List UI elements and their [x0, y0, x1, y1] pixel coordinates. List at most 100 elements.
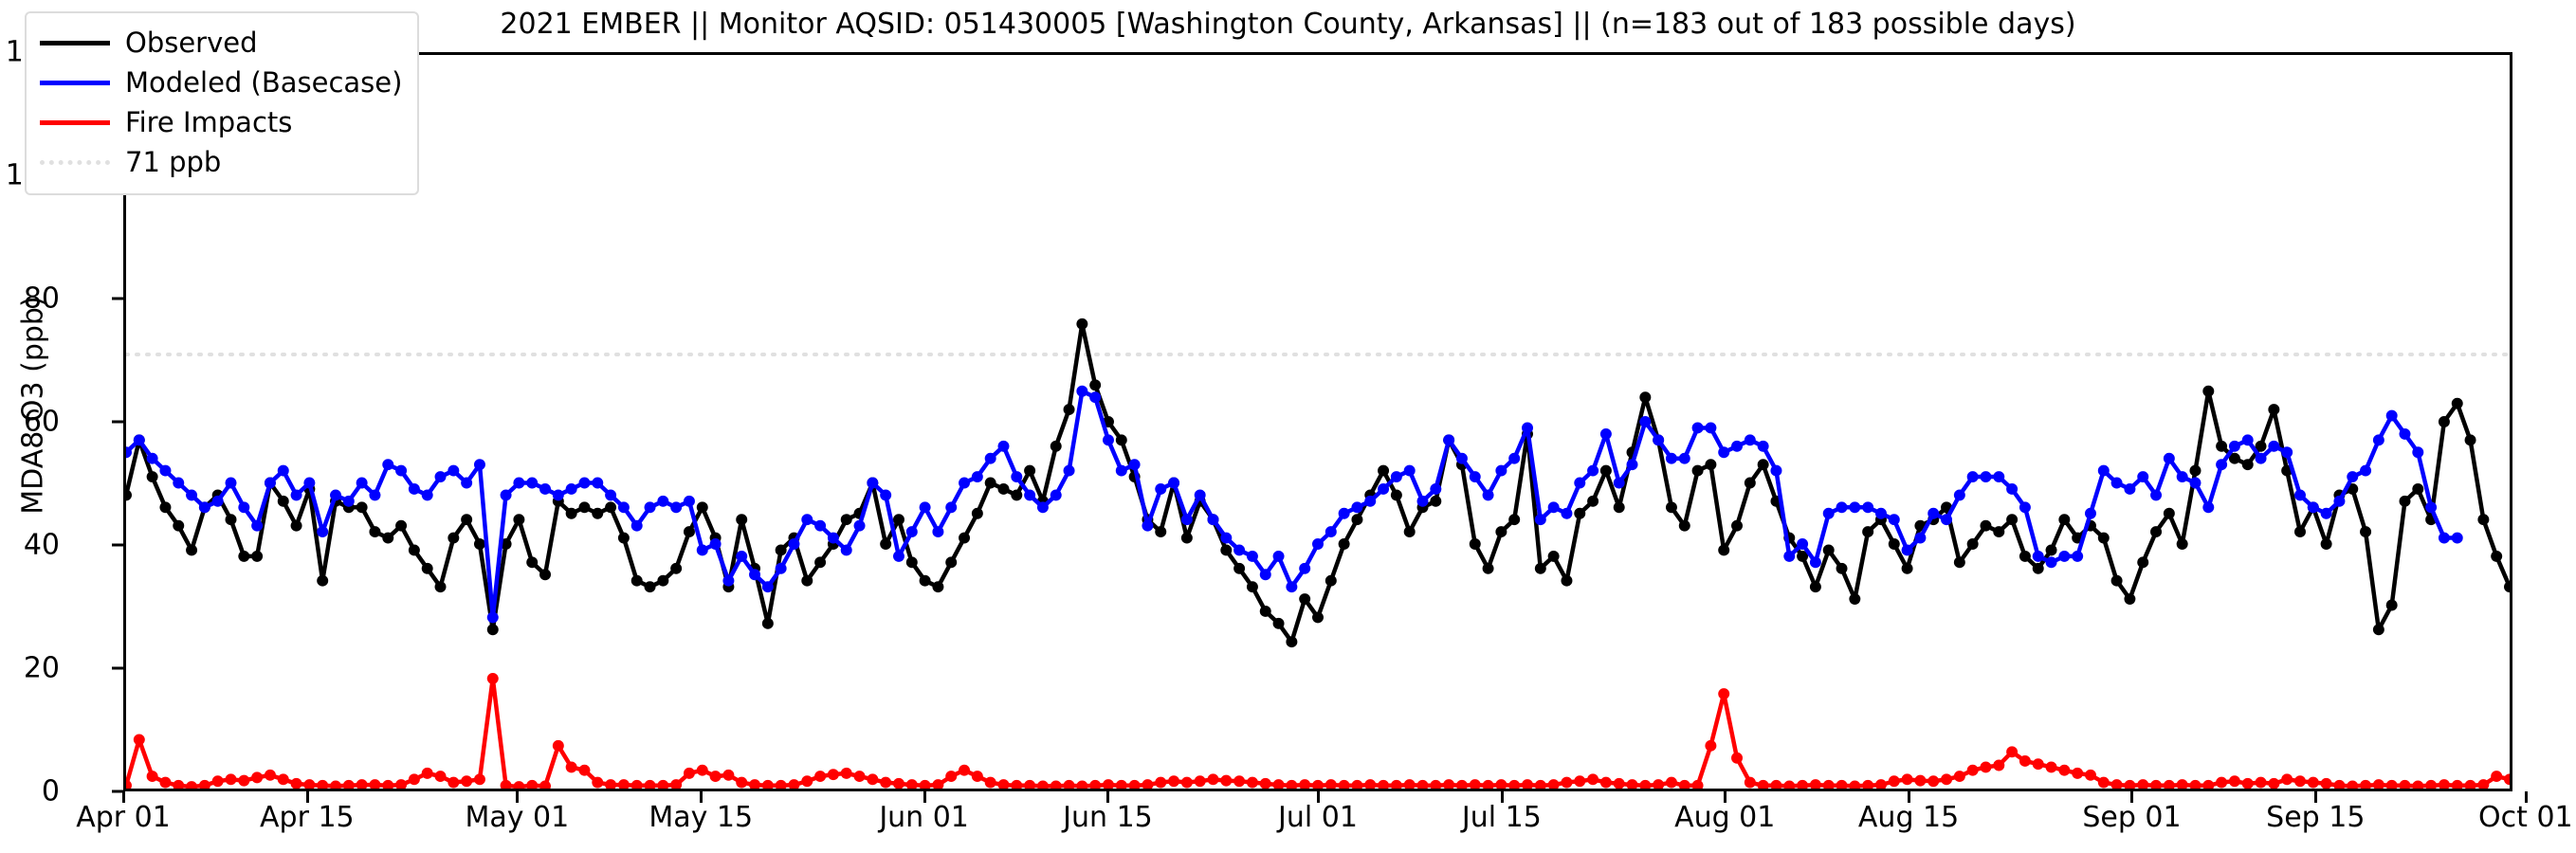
y-tick-mark	[112, 297, 123, 300]
data-point	[709, 538, 722, 550]
data-point	[1953, 771, 1965, 783]
data-point	[1076, 318, 1088, 330]
data-point	[880, 538, 892, 550]
data-point	[749, 569, 761, 581]
data-point	[2176, 779, 2188, 789]
data-point	[1705, 422, 1717, 434]
data-point	[1941, 514, 1953, 526]
data-point	[905, 779, 918, 789]
data-point	[1142, 519, 1154, 532]
data-point	[775, 562, 787, 574]
data-point	[840, 767, 852, 779]
data-point	[1653, 434, 1665, 446]
data-point	[1809, 779, 1821, 789]
data-point	[1063, 464, 1075, 477]
data-point	[2045, 544, 2057, 556]
data-point	[225, 477, 237, 489]
data-point	[880, 776, 892, 789]
data-point	[657, 495, 669, 507]
data-point	[1024, 489, 1036, 501]
data-point	[644, 501, 656, 514]
data-point	[1639, 779, 1652, 789]
data-point	[2124, 593, 2136, 606]
data-point	[342, 495, 355, 507]
data-point	[2241, 777, 2254, 789]
data-point	[945, 501, 958, 514]
data-point	[1691, 422, 1704, 434]
data-point	[2281, 446, 2293, 459]
data-point	[2347, 471, 2359, 483]
data-point	[2399, 427, 2411, 440]
data-point	[526, 556, 539, 569]
data-point	[421, 767, 433, 779]
data-point	[500, 779, 512, 789]
data-point	[2268, 777, 2280, 789]
data-point	[356, 501, 368, 514]
data-point	[290, 777, 302, 789]
data-point	[840, 544, 852, 556]
data-point	[2084, 769, 2096, 781]
data-point	[2019, 755, 2031, 767]
data-point	[1207, 773, 1219, 786]
data-point	[2216, 440, 2228, 452]
data-point	[434, 771, 447, 783]
data-point	[1561, 507, 1573, 519]
legend-item[interactable]: Observed	[40, 23, 402, 63]
data-point	[1705, 459, 1717, 471]
data-point	[984, 776, 996, 789]
data-point	[2150, 489, 2163, 501]
legend-item[interactable]: Fire Impacts	[40, 102, 402, 142]
data-point	[630, 574, 643, 587]
y-tick-label: 40	[23, 528, 60, 562]
data-point	[1220, 532, 1233, 544]
data-point	[526, 477, 539, 489]
data-point	[461, 477, 473, 489]
data-point	[1495, 464, 1507, 477]
data-point	[1508, 452, 1521, 464]
x-tick-label: Jun 01	[879, 801, 969, 834]
data-point	[2320, 507, 2332, 519]
data-point	[1259, 569, 1271, 581]
data-point	[1678, 519, 1690, 532]
data-point	[2294, 526, 2306, 538]
data-point	[605, 501, 617, 514]
data-point	[173, 779, 185, 789]
data-point	[251, 519, 264, 532]
x-tick-mark	[122, 791, 125, 803]
data-point	[2058, 514, 2071, 526]
data-point	[1115, 434, 1127, 446]
data-point	[1927, 507, 1940, 519]
legend-item[interactable]: 71 ppb	[40, 142, 402, 182]
data-point	[2425, 779, 2438, 789]
x-tick-label: Apr 15	[260, 801, 355, 834]
legend-item[interactable]: Modeled (Basecase)	[40, 63, 402, 102]
x-tick-mark	[2524, 791, 2528, 803]
data-point	[1325, 779, 1337, 789]
data-point	[1103, 434, 1114, 446]
data-point	[2110, 779, 2123, 789]
data-point	[1286, 581, 1298, 593]
data-point	[775, 779, 787, 789]
data-point	[578, 477, 591, 489]
data-point	[1351, 501, 1363, 514]
data-point	[801, 514, 813, 526]
data-point	[1626, 459, 1638, 471]
x-tick-mark	[2130, 791, 2134, 803]
data-point	[1941, 773, 1953, 786]
data-point	[1718, 446, 1730, 459]
data-point	[775, 544, 787, 556]
data-point	[473, 773, 485, 786]
data-point	[1286, 779, 1298, 789]
data-point	[1378, 779, 1390, 789]
data-point	[1390, 489, 1402, 501]
series-observed	[126, 318, 2510, 648]
data-point	[2110, 574, 2123, 587]
data-point	[2216, 459, 2228, 471]
data-point	[1718, 544, 1730, 556]
series-modeled-basecase	[126, 385, 2463, 624]
data-point	[1063, 779, 1075, 789]
x-tick-mark	[516, 791, 520, 803]
data-point	[1888, 514, 1900, 526]
y-tick-label: 0	[41, 774, 60, 808]
data-point	[1613, 477, 1625, 489]
